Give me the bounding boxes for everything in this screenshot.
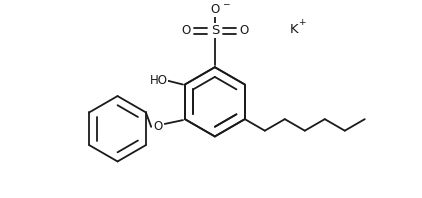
Text: S: S xyxy=(211,24,219,37)
Text: K: K xyxy=(290,23,298,36)
Text: −: − xyxy=(222,0,229,8)
Text: O: O xyxy=(239,24,248,37)
Text: O: O xyxy=(153,120,162,133)
Text: O: O xyxy=(210,3,219,16)
Text: O: O xyxy=(181,24,191,37)
Text: HO: HO xyxy=(149,74,168,87)
Text: +: + xyxy=(298,18,306,28)
